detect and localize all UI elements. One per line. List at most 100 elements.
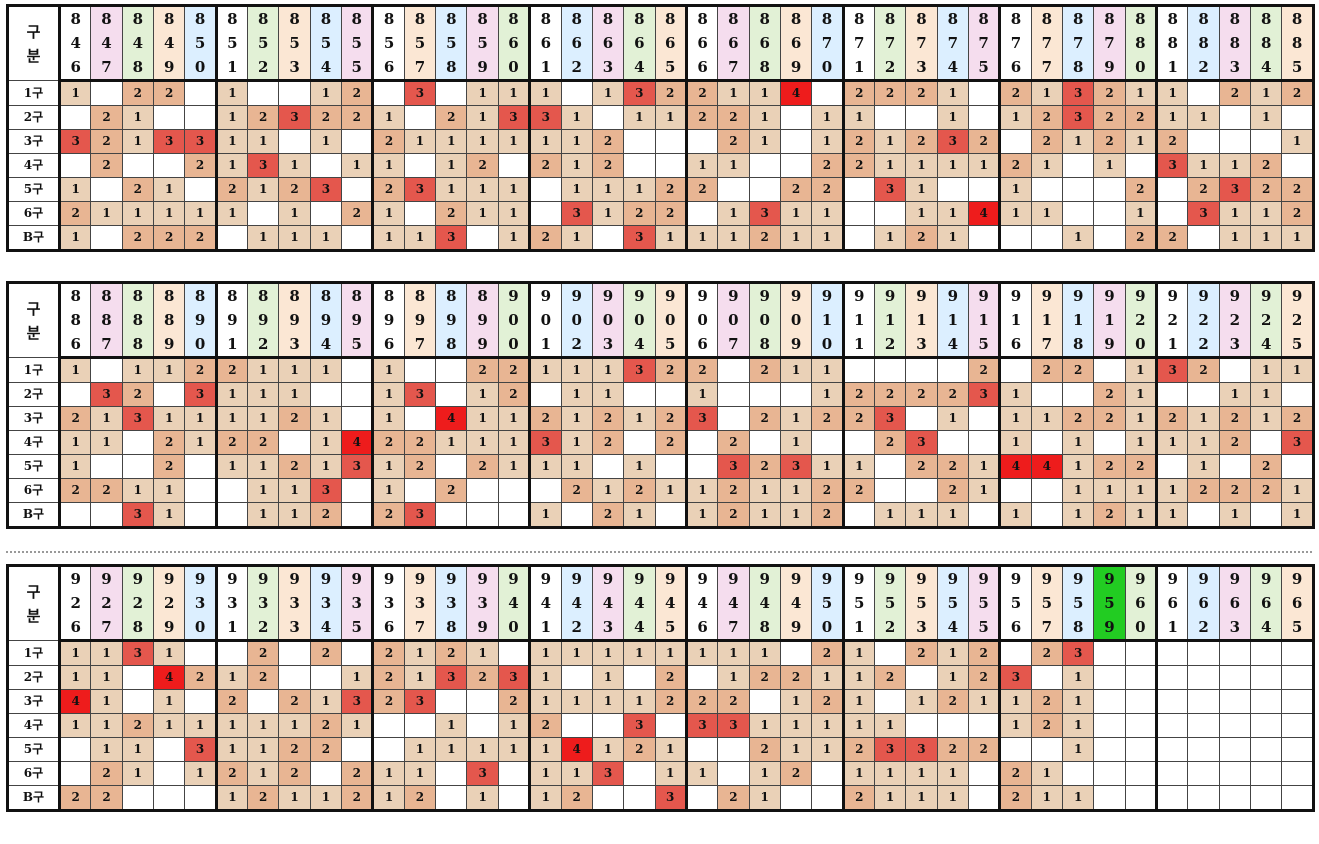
round-digit: 3 — [1218, 332, 1252, 359]
count-cell: 1 — [1030, 785, 1064, 811]
count-cell: 1 — [1030, 80, 1064, 106]
count-cell — [403, 105, 437, 130]
count-cell: 2 — [90, 105, 123, 130]
count-cell — [466, 689, 499, 714]
count-cell: 3 — [873, 737, 907, 762]
row-label: 4구 — [7, 153, 60, 178]
round-digit: 3 — [278, 615, 311, 642]
round-digit: 8 — [591, 5, 625, 31]
count-cell: 1 — [371, 105, 405, 130]
count-cell: 1 — [654, 737, 687, 762]
count-cell — [967, 225, 1001, 251]
round-digit: 9 — [403, 308, 437, 332]
round-digit: 0 — [717, 308, 750, 332]
round-digit: 6 — [684, 615, 719, 642]
count-cell: 1 — [466, 737, 499, 762]
count-cell — [998, 225, 1032, 251]
count-cell: 2 — [967, 737, 1001, 762]
count-cell — [841, 430, 875, 455]
round-digit: 3 — [278, 332, 311, 359]
round-digit: 2 — [1281, 308, 1314, 332]
count-cell: 3 — [309, 478, 343, 503]
count-cell — [1250, 502, 1283, 528]
round-digit: 8 — [57, 282, 92, 308]
count-cell: 1 — [779, 737, 813, 762]
count-cell: 1 — [1124, 406, 1158, 431]
count-cell — [841, 177, 875, 202]
count-cell — [466, 713, 499, 738]
count-cell — [1124, 640, 1158, 666]
count-cell — [90, 357, 123, 383]
count-cell: 2 — [1250, 454, 1283, 479]
count-cell: 2 — [1187, 177, 1220, 202]
count-cell: 1 — [121, 737, 155, 762]
count-cell — [591, 713, 625, 738]
count-cell: 2 — [1281, 406, 1314, 431]
round-digit: 0 — [560, 308, 593, 332]
count-cell: 1 — [341, 713, 374, 738]
round-digit: 8 — [1061, 615, 1095, 642]
count-cell: 1 — [528, 454, 562, 479]
count-cell: 2 — [214, 689, 249, 714]
round-digit: 0 — [654, 308, 687, 332]
count-cell — [90, 502, 123, 528]
count-cell: 2 — [1187, 357, 1220, 383]
round-digit: 1 — [1155, 615, 1189, 642]
count-cell: 1 — [57, 640, 92, 666]
count-cell: 3 — [435, 665, 468, 690]
count-cell — [1281, 689, 1314, 714]
count-cell: 1 — [1061, 713, 1095, 738]
count-cell: 1 — [967, 153, 1001, 178]
round-digit: 8 — [1093, 5, 1126, 31]
count-cell — [184, 689, 217, 714]
count-cell — [873, 454, 907, 479]
round-digit: 9 — [967, 282, 1001, 308]
round-digit: 1 — [905, 308, 938, 332]
panel-separator — [6, 551, 1312, 553]
count-cell: 3 — [717, 454, 750, 479]
count-cell: 4 — [998, 454, 1032, 479]
count-cell: 1 — [528, 129, 562, 154]
round-digit: 4 — [748, 591, 781, 615]
count-cell: 1 — [841, 713, 875, 738]
round-digit: 4 — [57, 31, 92, 55]
round-digit: 7 — [90, 615, 123, 642]
count-cell: 2 — [184, 153, 217, 178]
count-cell: 2 — [1155, 406, 1189, 431]
round-digit: 2 — [247, 332, 280, 359]
count-cell — [967, 406, 1001, 431]
round-digit: 7 — [717, 55, 750, 82]
count-cell — [57, 737, 92, 762]
count-cell: 1 — [1250, 382, 1283, 407]
count-cell: 1 — [371, 225, 405, 251]
count-cell — [748, 689, 781, 714]
row-label: 5구 — [7, 177, 60, 202]
count-cell: 2 — [214, 430, 249, 455]
count-cell: 3 — [57, 129, 92, 154]
count-cell: 2 — [497, 689, 531, 714]
count-cell: 2 — [371, 430, 405, 455]
round-digit: 8 — [435, 332, 468, 359]
round-digit: 3 — [905, 615, 938, 642]
round-digit: 5 — [841, 591, 875, 615]
round-digit: 5 — [278, 31, 311, 55]
count-cell: 1 — [1124, 357, 1158, 383]
count-cell — [1093, 640, 1126, 666]
count-cell — [1030, 478, 1064, 503]
count-cell: 1 — [153, 478, 186, 503]
count-cell: 2 — [779, 177, 813, 202]
round-digit: 9 — [90, 565, 123, 591]
count-cell: 1 — [528, 761, 562, 786]
round-digit: 9 — [654, 565, 687, 591]
count-cell: 2 — [341, 785, 374, 811]
count-cell — [1281, 640, 1314, 666]
count-cell: 1 — [90, 430, 123, 455]
count-cell: 2 — [371, 129, 405, 154]
count-cell: 1 — [435, 430, 468, 455]
count-cell — [873, 640, 907, 666]
round-digit: 2 — [1124, 308, 1158, 332]
count-cell: 2 — [654, 357, 687, 383]
round-digit: 5 — [654, 615, 687, 642]
